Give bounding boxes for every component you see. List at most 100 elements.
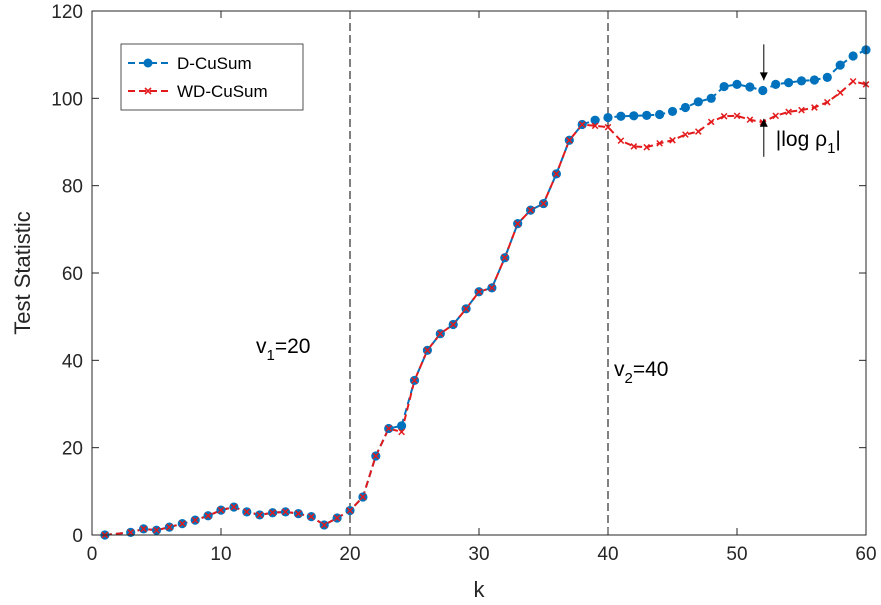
changepoint-label: v2=40 xyxy=(614,358,668,387)
data-point-d-cusum xyxy=(397,421,407,431)
data-point-d-cusum xyxy=(796,76,807,86)
data-point-wd-cusum xyxy=(475,288,483,296)
data-point-wd-cusum xyxy=(514,220,522,227)
y-tick-label: 40 xyxy=(62,351,83,372)
x-tick-label: 60 xyxy=(855,544,876,565)
data-point-wd-cusum xyxy=(333,514,341,522)
data-point-wd-cusum xyxy=(243,508,251,516)
data-point-d-cusum xyxy=(616,111,626,121)
y-tick-label: 60 xyxy=(62,264,83,285)
changepoint-lines: v1=20 v2=40 xyxy=(256,11,668,535)
data-point-wd-cusum xyxy=(669,136,676,144)
legend-marker-wd-cusum xyxy=(144,87,152,95)
x-tick-label: 40 xyxy=(597,544,618,565)
data-point-wd-cusum xyxy=(733,112,741,120)
data-point-wd-cusum xyxy=(772,112,780,120)
data-point-d-cusum xyxy=(771,79,781,89)
data-point-wd-cusum xyxy=(578,121,586,128)
data-point-wd-cusum xyxy=(269,509,276,517)
data-point-d-cusum xyxy=(719,81,729,92)
data-point-wd-cusum xyxy=(527,206,534,214)
data-point-wd-cusum xyxy=(153,526,160,534)
arrow-up-head xyxy=(759,118,768,127)
data-point-d-cusum xyxy=(835,60,845,70)
arrow-down-head xyxy=(759,72,768,81)
x-tick-label: 10 xyxy=(210,544,231,565)
data-point-d-cusum xyxy=(745,82,755,92)
data-point-wd-cusum xyxy=(178,520,186,527)
data-point-wd-cusum xyxy=(630,143,638,150)
data-point-wd-cusum xyxy=(436,330,444,338)
data-point-d-cusum xyxy=(642,110,652,120)
data-point-wd-cusum xyxy=(282,508,289,516)
data-point-wd-cusum xyxy=(798,106,805,114)
data-point-wd-cusum xyxy=(424,346,431,354)
data-point-wd-cusum xyxy=(617,137,625,145)
data-point-d-cusum xyxy=(784,78,794,88)
data-point-wd-cusum xyxy=(449,321,457,328)
data-point-wd-cusum xyxy=(694,128,702,135)
data-point-wd-cusum xyxy=(604,123,612,131)
axes: 0 10 20 30 40 50 60 0 20 40 60 80 100 120 xyxy=(51,2,876,565)
data-point-wd-cusum xyxy=(307,513,315,520)
series-layer xyxy=(100,45,871,540)
data-point-wd-cusum xyxy=(836,89,844,96)
data-point-wd-cusum xyxy=(256,511,264,519)
x-tick-label: 0 xyxy=(87,544,98,565)
y-tick-label: 120 xyxy=(51,2,83,23)
data-point-wd-cusum xyxy=(217,506,225,514)
data-point-wd-cusum xyxy=(540,200,547,207)
data-point-d-cusum xyxy=(590,115,600,125)
data-point-wd-cusum xyxy=(811,104,818,111)
data-point-d-cusum xyxy=(822,72,832,82)
annotation: |log ρ1| xyxy=(759,44,841,157)
legend-marker-d-cusum xyxy=(143,58,153,68)
data-point-d-cusum xyxy=(680,102,691,113)
data-point-wd-cusum xyxy=(488,284,496,292)
data-point-wd-cusum xyxy=(230,503,238,511)
data-point-d-cusum xyxy=(603,112,613,123)
data-point-wd-cusum xyxy=(682,131,689,138)
y-tick-label: 100 xyxy=(51,89,83,110)
data-point-wd-cusum xyxy=(385,425,393,432)
data-point-wd-cusum xyxy=(565,136,573,144)
data-point-wd-cusum xyxy=(720,112,728,120)
data-point-d-cusum xyxy=(758,85,768,96)
data-point-wd-cusum xyxy=(643,143,651,151)
data-point-wd-cusum xyxy=(707,118,715,126)
data-point-wd-cusum xyxy=(656,139,663,147)
data-point-wd-cusum xyxy=(191,516,199,524)
data-point-wd-cusum xyxy=(823,98,831,106)
legend-label-wd-cusum: WD-CuSum xyxy=(177,82,268,101)
x-tick-label: 30 xyxy=(468,544,489,565)
data-point-wd-cusum xyxy=(462,305,470,313)
data-point-d-cusum xyxy=(809,75,820,85)
data-point-wd-cusum xyxy=(746,116,754,124)
legend-box xyxy=(120,43,304,111)
x-tick-label: 20 xyxy=(339,544,360,565)
data-point-wd-cusum xyxy=(398,428,405,436)
data-point-wd-cusum xyxy=(140,525,147,533)
data-point-d-cusum xyxy=(706,93,716,103)
data-point-wd-cusum xyxy=(501,254,509,262)
y-tick-label: 20 xyxy=(62,439,83,460)
data-point-wd-cusum xyxy=(320,521,328,529)
y-axis-label: Test Statistic xyxy=(10,211,35,334)
data-point-wd-cusum xyxy=(553,170,560,178)
data-point-wd-cusum xyxy=(204,512,212,520)
x-axis-label: k xyxy=(474,577,486,602)
data-point-d-cusum xyxy=(667,106,678,117)
data-point-wd-cusum xyxy=(849,77,857,85)
data-point-d-cusum xyxy=(629,111,639,121)
data-point-d-cusum xyxy=(732,79,742,89)
data-point-wd-cusum xyxy=(372,452,380,460)
y-tick-label: 80 xyxy=(62,177,83,198)
legend-label-d-cusum: D-CuSum xyxy=(177,54,252,73)
changepoint-label: v1=20 xyxy=(256,335,310,364)
data-point-wd-cusum xyxy=(295,510,302,517)
data-point-d-cusum xyxy=(848,51,858,61)
data-point-wd-cusum xyxy=(591,122,599,130)
data-point-wd-cusum xyxy=(127,529,135,536)
log-rho-label: |log ρ1| xyxy=(776,128,841,157)
